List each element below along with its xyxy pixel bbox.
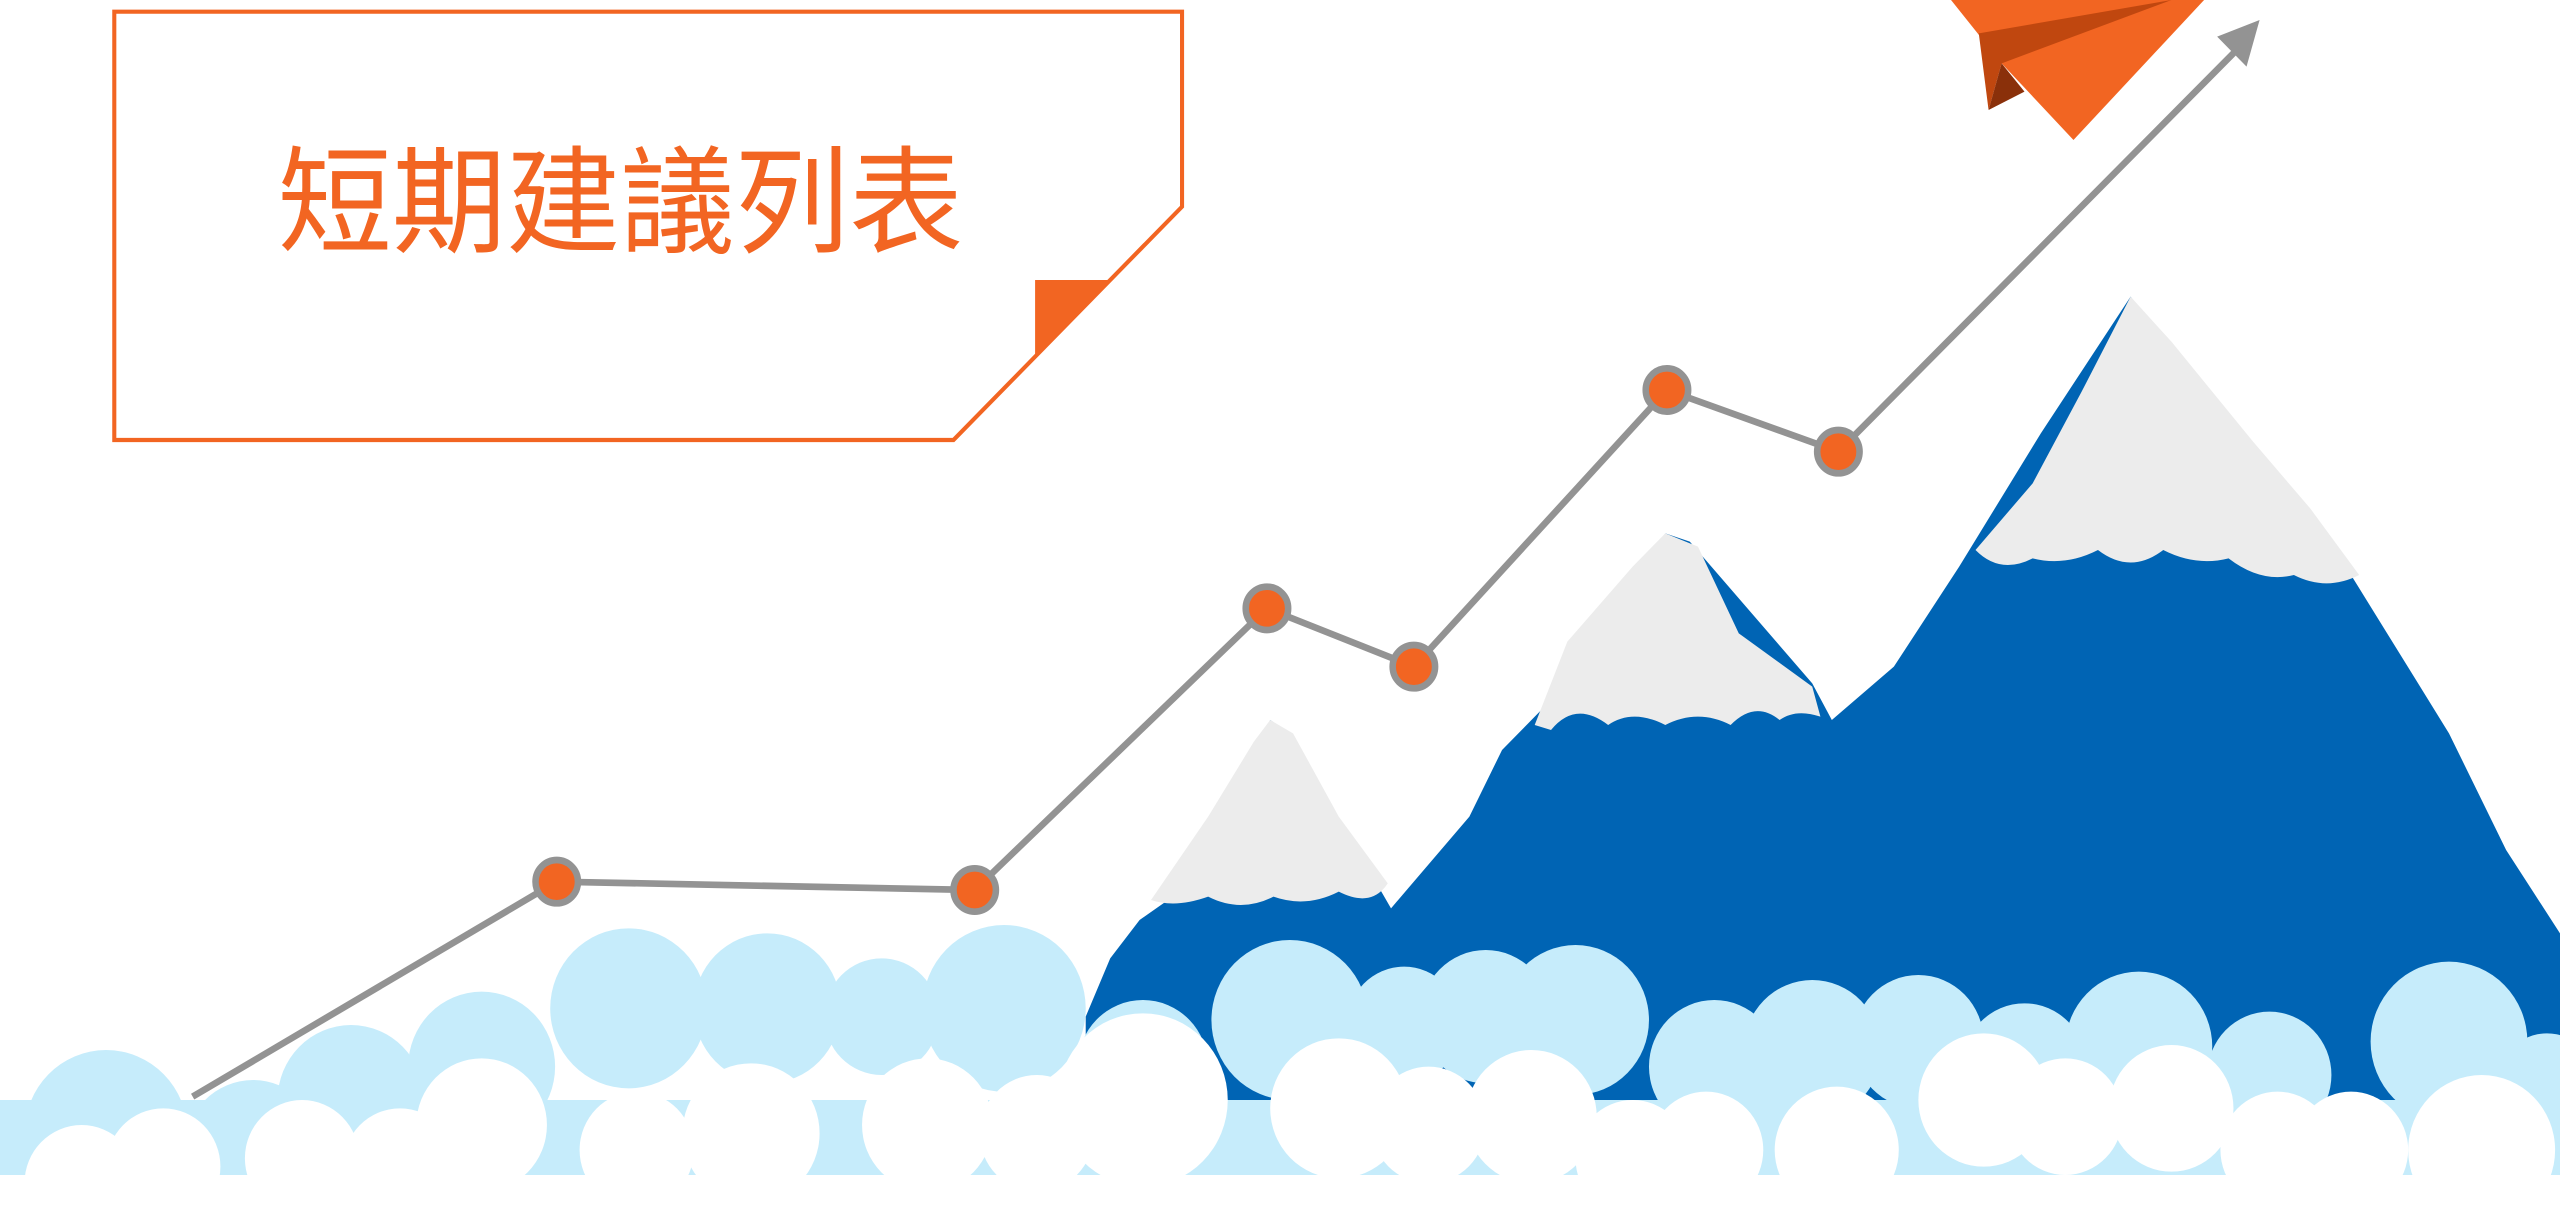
title-box xyxy=(112,9,1185,443)
clouds-front xyxy=(0,1013,2560,1225)
paper-plane xyxy=(1951,0,2205,140)
growth-line xyxy=(191,20,2260,1100)
title: 短期建議列表 xyxy=(278,137,964,272)
corner-triangle xyxy=(1035,280,1109,355)
